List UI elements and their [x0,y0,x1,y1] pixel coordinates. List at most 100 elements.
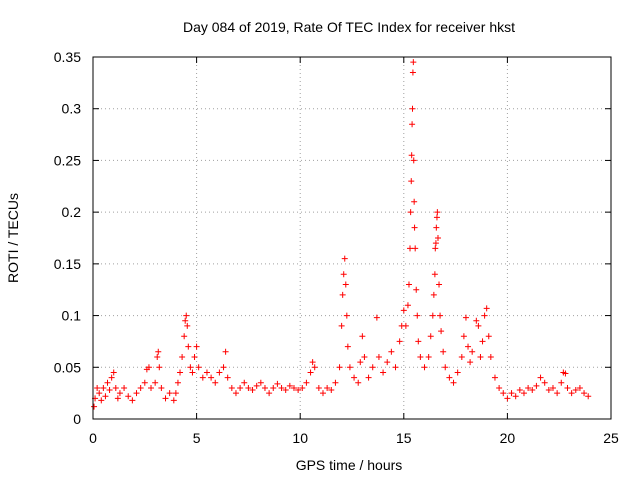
data-point [108,374,115,381]
data-point [516,387,523,394]
data-point [257,379,264,386]
data-point [487,353,494,360]
data-point [195,364,202,371]
data-point [446,374,453,381]
data-point [407,209,414,216]
data-point [174,379,181,386]
data-point [365,374,372,381]
x-tick-label: 0 [89,430,97,446]
data-point [133,390,140,397]
data-point [110,369,117,376]
data-point [427,333,434,340]
data-point [380,369,387,376]
x-tick-label: 15 [396,430,412,446]
data-point [311,364,318,371]
data-point [392,364,399,371]
y-tick-label: 0.15 [54,256,81,272]
data-point [465,343,472,350]
data-point [249,387,256,394]
data-point [477,353,484,360]
data-point [500,390,507,397]
data-point [266,390,273,397]
data-point [185,343,192,350]
data-point [433,224,440,231]
data-point [408,178,415,185]
data-point [181,333,188,340]
data-point [170,397,177,404]
data-point [315,384,322,391]
data-point [154,353,161,360]
data-point [341,255,348,262]
data-point [396,338,403,345]
data-point [193,343,200,350]
data-point [433,214,440,221]
data-point [562,370,569,377]
data-point [413,286,420,293]
data-point [458,353,465,360]
data-point [342,281,349,288]
data-point [485,333,492,340]
data-point [270,384,277,391]
data-point [437,312,444,319]
data-point [549,384,556,391]
data-point [533,382,540,389]
data-point [332,379,339,386]
data-point [429,312,436,319]
data-point [568,390,575,397]
y-tick-label: 0.05 [54,359,81,375]
data-point [216,369,223,376]
data-point [98,397,105,404]
data-point [179,353,186,360]
data-point [520,390,527,397]
data-point [400,307,407,314]
data-point [344,343,351,350]
data-point [411,224,418,231]
data-point [224,374,231,381]
data-point [411,198,418,205]
data-point [558,379,565,386]
data-point [496,384,503,391]
data-point [361,353,368,360]
x-tick-label: 25 [603,430,619,446]
plot-frame [92,56,612,420]
data-point [166,390,173,397]
data-point [512,393,519,400]
data-point [303,379,310,386]
data-point [295,387,302,394]
data-point [208,374,215,381]
data-point [184,322,191,329]
data-point [152,379,159,386]
data-point [409,121,416,128]
y-tick-label: 0.1 [62,308,82,324]
data-point [408,152,415,159]
data-point [290,384,297,391]
data-point [336,364,343,371]
data-point [404,302,411,309]
data-point [91,403,98,410]
axis-ticks: 0 5 10 15 20 25 0 0.05 0.1 0.15 0.2 0.25 0.3 0.35 [54,49,619,446]
data-point [357,359,364,366]
data-point [384,359,391,366]
data-point [177,369,184,376]
data-point [286,382,293,389]
data-point [491,374,498,381]
data-point [434,235,441,241]
data-point [114,395,121,402]
data-point [375,353,382,360]
data-point [237,384,244,391]
data-point [402,322,409,329]
data-point [228,384,235,391]
data-point [529,387,536,394]
data-point [102,393,109,400]
data-point [278,384,285,391]
data-point [116,390,123,397]
data-point [545,387,552,394]
data-point [241,379,248,386]
data-point [299,384,306,391]
data-point [253,382,260,389]
data-point [504,395,511,402]
data-point [415,338,422,345]
data-point [450,379,457,386]
data-point [432,245,439,252]
